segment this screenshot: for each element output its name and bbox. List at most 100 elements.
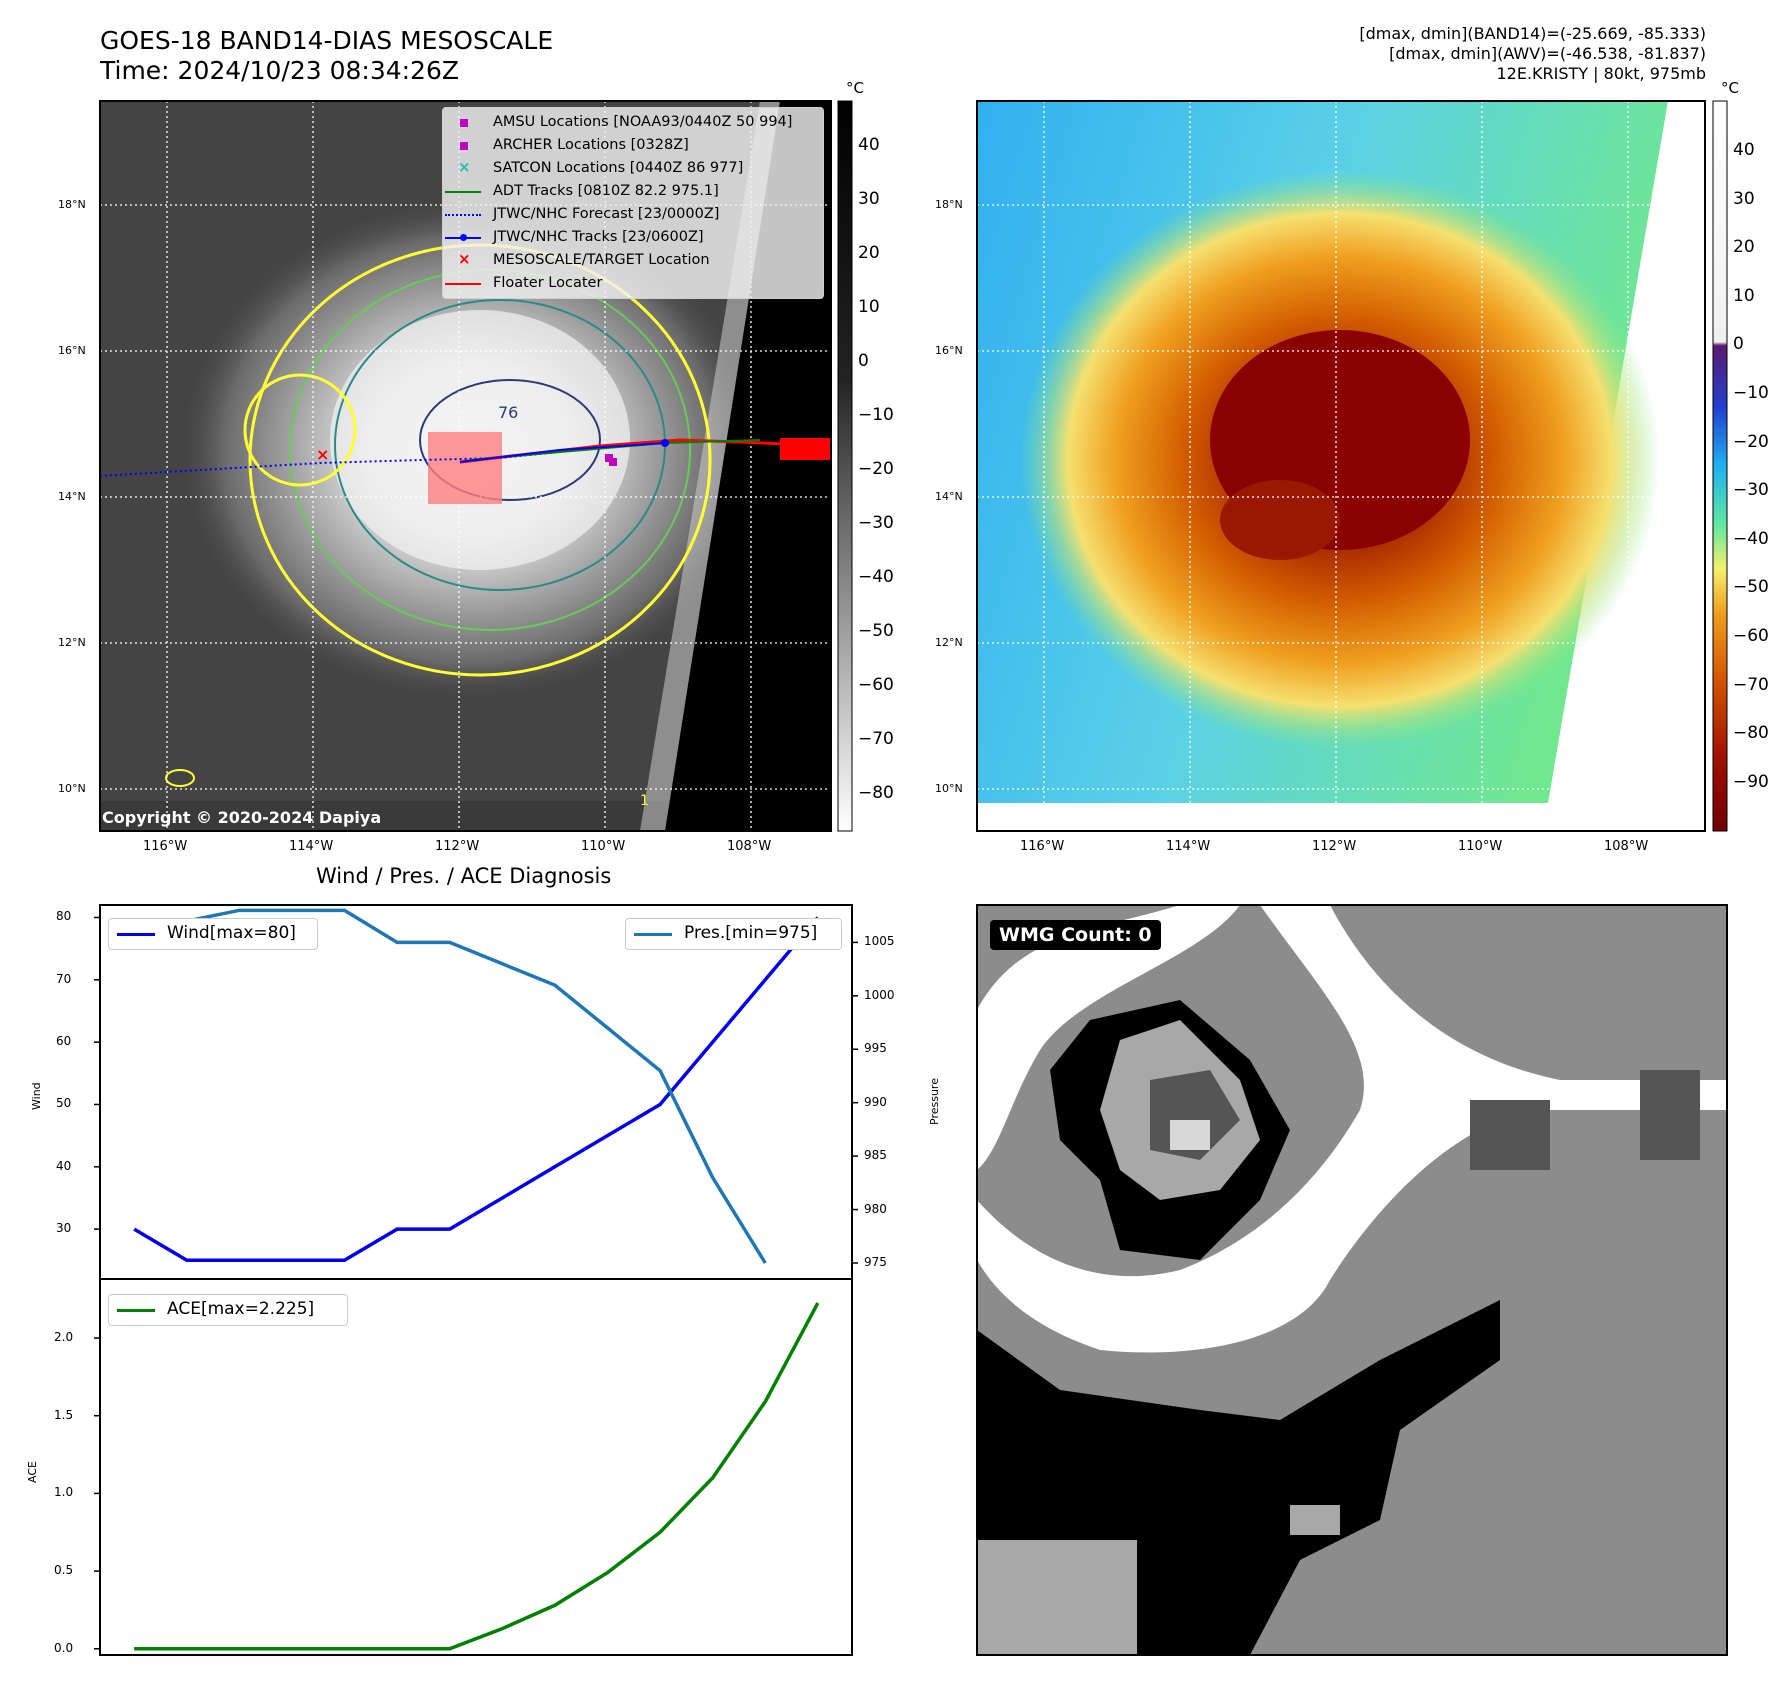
legend-label: Floater Locater xyxy=(493,275,603,291)
lon-label-left: 108°W xyxy=(727,839,772,854)
ir-colorbar-tick: −20 xyxy=(858,459,894,479)
wind-pres-axes xyxy=(99,904,853,1280)
ir-map-frame xyxy=(99,100,832,832)
legend-marker xyxy=(445,283,481,285)
wind-legend-label: Wind[max=80] xyxy=(167,923,296,943)
color-colorbar-tick: −30 xyxy=(1733,480,1769,501)
pressure-legend-swatch xyxy=(634,933,672,936)
legend-item: AMSU Locations [NOAA93/0440Z 50 994] xyxy=(443,112,823,135)
legend-item: Floater Locater xyxy=(443,273,823,296)
color-map-frame xyxy=(976,100,1706,832)
color-colorbar-tick: 20 xyxy=(1733,237,1755,258)
lon-label-left: 110°W xyxy=(581,839,626,854)
pressure-tick-label: 980 xyxy=(864,1201,887,1216)
color-colorbar-unit: °C xyxy=(1721,79,1739,97)
lat-label-right: 12°N xyxy=(935,636,963,649)
ir-colorbar-tick: −60 xyxy=(858,675,894,695)
wind-tick-label: 70 xyxy=(56,971,72,986)
pressure-tick-label: 975 xyxy=(864,1254,887,1269)
ir-colorbar-tick: 40 xyxy=(858,135,880,155)
mesoscale-target-box xyxy=(428,432,502,504)
color-colorbar-tick: −50 xyxy=(1733,577,1769,598)
ir-colorbar-tick: −40 xyxy=(858,567,894,587)
ir-colorbar-tick: −80 xyxy=(858,783,894,803)
legend-label: JTWC/NHC Forecast [23/0000Z] xyxy=(493,206,720,222)
wind-legend: Wind[max=80] xyxy=(108,918,318,950)
pressure-tick-label: 1000 xyxy=(864,987,895,1002)
lat-label-right: 18°N xyxy=(935,198,963,211)
ir-colorbar-tick: 10 xyxy=(858,297,880,317)
pressure-tick-label: 995 xyxy=(864,1041,887,1056)
legend-label: AMSU Locations [NOAA93/0440Z 50 994] xyxy=(493,114,793,130)
legend-item: JTWC/NHC Forecast [23/0000Z] xyxy=(443,204,823,227)
legend-marker xyxy=(460,142,468,150)
legend-label: ARCHER Locations [0328Z] xyxy=(493,137,689,153)
jtwc-track xyxy=(459,442,666,463)
title-line-1: GOES-18 BAND14-DIAS MESOSCALE xyxy=(100,26,554,55)
ir-colorbar-tick: −70 xyxy=(858,729,894,749)
wmg-panel xyxy=(977,905,1727,1655)
legend-item: ADT Tracks [0810Z 82.2 975.1] xyxy=(443,181,823,204)
lat-label-left: 14°N xyxy=(58,490,86,503)
color-gridlines xyxy=(977,101,1705,831)
ir-colorbar-tick: 20 xyxy=(858,243,880,263)
legend-item: × MESOSCALE/TARGET Location xyxy=(443,250,823,273)
wind-axis-label: Wind xyxy=(30,1082,43,1110)
lon-label-left: 114°W xyxy=(289,839,334,854)
color-colorbar-tick: −90 xyxy=(1733,771,1769,792)
lon-label-left: 112°W xyxy=(435,839,480,854)
pressure-series-line xyxy=(134,908,767,1264)
pressure-tick-label: 985 xyxy=(864,1148,887,1163)
legend-marker xyxy=(445,214,481,216)
contour-navy xyxy=(419,379,601,501)
color-colorbar-tick: −20 xyxy=(1733,431,1769,452)
wmg-frame xyxy=(976,904,1728,1656)
dmax-dmin-info: [dmax, dmin](BAND14)=(-25.669, -85.333) … xyxy=(1359,24,1706,84)
pressure-tick-label: 1005 xyxy=(864,934,895,949)
lon-label-right: 108°W xyxy=(1604,839,1649,854)
color-colorbar-tick: 0 xyxy=(1733,334,1744,355)
contour-label: 76 xyxy=(498,403,518,422)
color-colorbar-tick: −80 xyxy=(1733,723,1769,744)
info-line-1: [dmax, dmin](BAND14)=(-25.669, -85.333) xyxy=(1359,24,1706,43)
color-colorbar-tick: −70 xyxy=(1733,674,1769,695)
lon-label-right: 112°W xyxy=(1312,839,1357,854)
pressure-legend-label: Pres.[min=975] xyxy=(684,923,818,943)
ir-colorbar-tick: −50 xyxy=(858,621,894,641)
lat-label-left: 10°N xyxy=(58,782,86,795)
ir-colorbar-tick: −30 xyxy=(858,513,894,533)
wind-legend-swatch xyxy=(117,933,155,936)
wind-tick-label: 80 xyxy=(56,909,72,924)
color-colorbar-tick: −10 xyxy=(1733,383,1769,403)
ir-colorbar-tick: −10 xyxy=(858,405,894,425)
ir-colorbar-tick: 0 xyxy=(858,351,869,371)
map-legend: AMSU Locations [NOAA93/0440Z 50 994] ARCH… xyxy=(442,107,824,299)
lat-label-right: 16°N xyxy=(935,344,963,357)
chart-layer xyxy=(94,908,858,1651)
lat-label-left: 18°N xyxy=(58,198,86,211)
legend-marker xyxy=(445,191,481,193)
lat-label-right: 10°N xyxy=(935,782,963,795)
legend-label: SATCON Locations [0440Z 86 977] xyxy=(493,160,744,176)
ace-tick-label: 0.5 xyxy=(54,1563,74,1578)
color-colorbar-tick: 30 xyxy=(1733,188,1755,209)
target-cluster xyxy=(780,438,831,460)
wind-tick-label: 50 xyxy=(56,1096,72,1111)
pressure-tick-label: 990 xyxy=(864,1094,887,1109)
ace-tick-label: 2.0 xyxy=(54,1330,74,1345)
legend-item: × SATCON Locations [0440Z 86 977] xyxy=(443,158,823,181)
wind-tick-label: 30 xyxy=(56,1221,72,1236)
legend-item: JTWC/NHC Tracks [23/0600Z] xyxy=(443,227,823,250)
lat-label-left: 12°N xyxy=(58,636,86,649)
legend-marker xyxy=(460,119,468,127)
pressure-axis-label: Pressure xyxy=(928,1078,941,1125)
color-map-panel xyxy=(977,101,1705,831)
legend-label: ADT Tracks [0810Z 82.2 975.1] xyxy=(493,183,719,199)
info-line-2: [dmax, dmin](AWV)=(-46.538, -81.837) xyxy=(1389,44,1706,63)
amsu-marker xyxy=(609,458,617,466)
lon-label-right: 114°W xyxy=(1166,839,1211,854)
ace-legend-label: ACE[max=2.225] xyxy=(167,1299,315,1319)
figure-title: GOES-18 BAND14-DIAS MESOSCALE Time: 2024… xyxy=(100,26,553,86)
legend-label: JTWC/NHC Tracks [23/0600Z] xyxy=(493,229,704,245)
